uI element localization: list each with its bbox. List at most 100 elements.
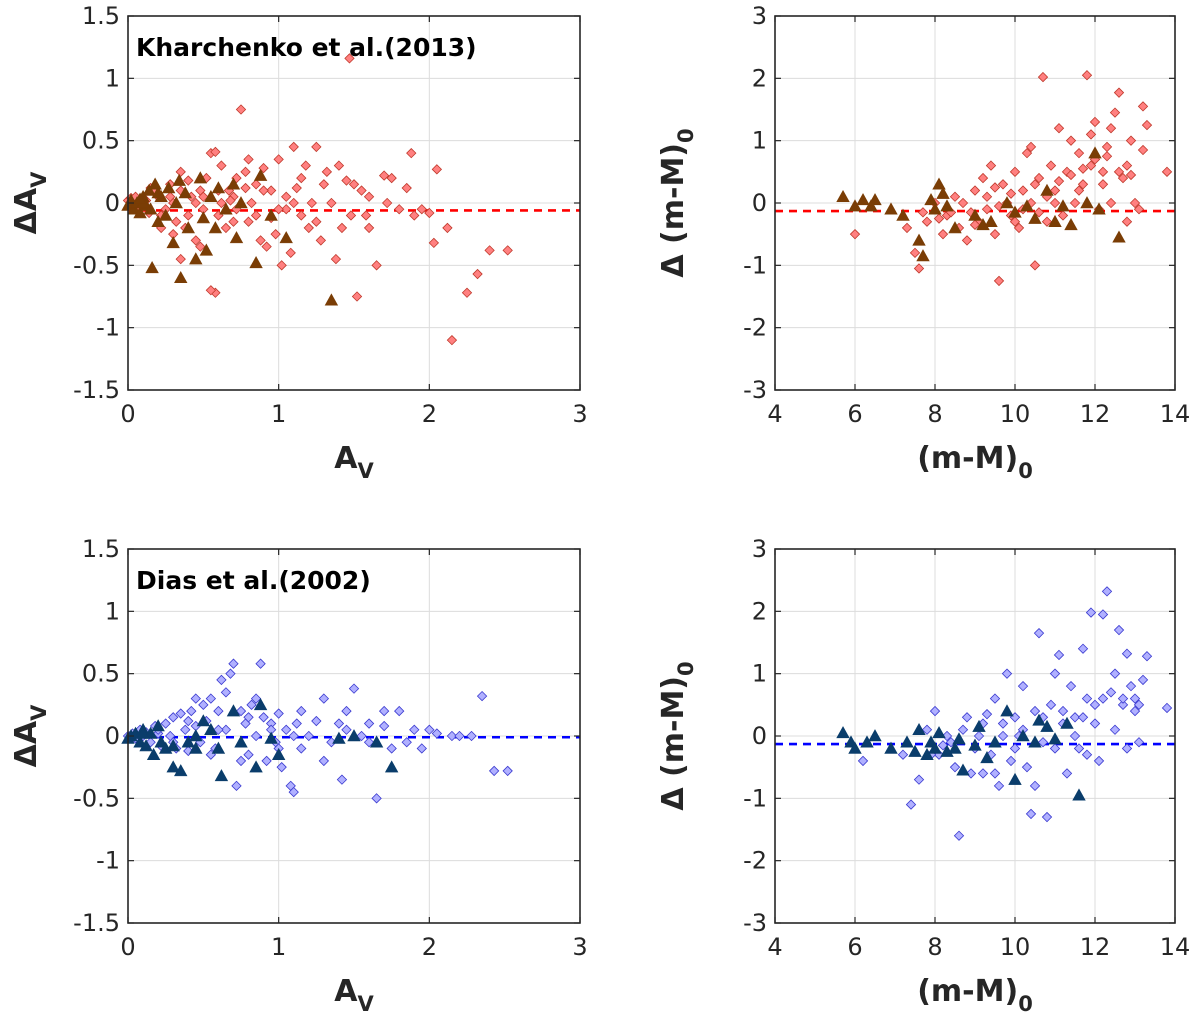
data-point-diamond [378,720,390,732]
data-point-diamond [250,210,262,221]
data-point-diamond [220,687,232,698]
data-point-diamond [1113,166,1125,177]
data-point-diamond [446,334,458,346]
data-point-triangle [151,719,165,732]
y-tick-label: 1 [752,127,767,155]
data-point-triangle [229,231,244,244]
y-axis-label: ΔAV [9,704,51,767]
data-point-diamond [296,705,307,717]
data-point-triangle [968,208,982,221]
data-point-diamond [917,207,929,218]
data-point-triangle [253,698,268,711]
data-point-diamond [1077,712,1089,723]
data-point-triangle [234,735,248,748]
data-point-diamond [1009,216,1021,227]
x-tick-label: 0 [120,400,135,428]
data-point-triangle [189,741,203,754]
data-point-diamond [1029,705,1041,717]
data-point-triangle [193,171,208,184]
y-tick-label: -3 [743,376,767,404]
data-point-triangle [271,747,286,760]
data-point-triangle [1080,196,1094,209]
data-point-triangle [226,704,241,717]
data-point-diamond [255,658,266,669]
data-point-triangle [172,173,186,186]
x-axis-label: (m-M)0 [917,441,1033,483]
x-tick-label: 4 [767,400,782,428]
data-point-diamond [235,755,247,767]
data-point-diamond [394,705,405,717]
data-point-triangle [142,183,156,196]
data-point-triangle [1060,716,1074,729]
data-point-triangle [900,735,914,748]
data-point-diamond [1065,680,1077,692]
data-point-diamond [303,730,314,742]
x-tick-label: 1 [271,400,286,428]
data-point-diamond [901,222,913,234]
data-point-triangle [936,186,950,199]
data-point-diamond [849,229,861,240]
data-point-triangle [166,739,180,752]
data-point-diamond [300,160,311,171]
data-point-diamond [1001,668,1013,679]
data-point-diamond [1029,179,1041,190]
x-tick-label: 3 [572,933,587,961]
x-tick-label: 2 [422,400,437,428]
data-point-diamond [416,743,427,754]
data-point-diamond [240,182,251,194]
data-point-diamond [255,235,266,246]
y-tick-label: 1.5 [82,2,120,30]
y-axis-label-main: ΔA [9,187,44,234]
data-point-diamond [225,195,236,206]
data-point-diamond [1129,197,1141,209]
x-tick-label: 3 [572,400,587,428]
data-point-diamond [1085,607,1097,618]
data-point-diamond [276,762,287,773]
data-point-diamond [186,705,197,717]
data-point-diamond [1081,749,1093,760]
data-point-diamond [318,179,330,190]
data-point-triangle [920,747,934,760]
data-point-diamond [1049,185,1061,196]
data-point-diamond [1037,71,1049,83]
data-point-diamond [949,191,961,202]
data-point-diamond [281,724,292,735]
data-point-diamond [472,268,483,280]
data-point-triangle [928,741,942,754]
data-point-diamond [321,166,333,177]
data-point-diamond [424,207,435,219]
data-point-diamond [913,263,925,274]
data-point-triangle [161,181,176,194]
data-point-diamond [378,705,390,717]
data-point-diamond [949,762,961,773]
data-point-diamond [446,730,458,742]
data-point-diamond [243,216,254,227]
data-point-diamond [1073,185,1085,196]
data-point-diamond [291,182,302,194]
data-point-diamond [341,175,352,186]
x-tick-label: 1 [271,933,286,961]
data-point-diamond [336,222,348,234]
data-point-triangle [1112,230,1126,243]
data-point-triangle [133,206,147,219]
data-point-diamond [981,191,993,202]
data-point-triangle [932,726,946,739]
data-point-triangle [884,741,898,754]
data-point-diamond [431,728,443,739]
data-point-diamond [386,172,397,184]
data-point-diamond [288,141,299,153]
data-point-diamond [985,160,997,171]
data-point-diamond [1161,702,1173,714]
data-point-triangle [146,747,161,760]
data-point-diamond [1033,627,1045,639]
data-point-diamond [386,743,397,754]
y-tick-label: -1.5 [73,376,120,404]
data-point-diamond [957,197,969,209]
y-tick-label: 0 [752,722,767,750]
x-axis-label-subscript: 0 [1018,459,1033,483]
data-point-diamond [1085,160,1097,171]
data-point-triangle [214,769,229,782]
data-point-diamond [341,705,352,717]
data-point-diamond [1133,699,1145,710]
